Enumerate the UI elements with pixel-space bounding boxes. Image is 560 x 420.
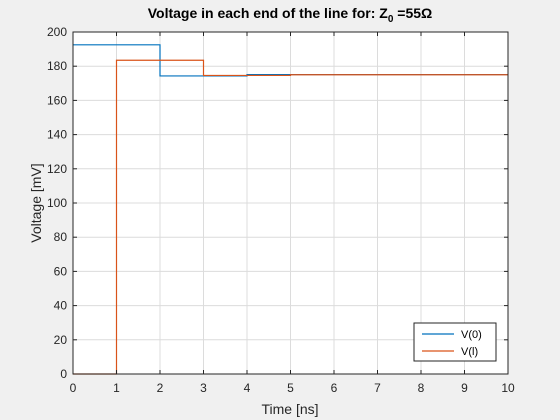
x-tick-label: 1 [113,381,120,395]
x-tick-label: 7 [374,381,381,395]
x-tick-label: 8 [418,381,425,395]
data-series [73,44,508,375]
x-tick-label: 4 [244,381,251,395]
series-line-1 [73,59,508,375]
chart-title-suffix: =55Ω [393,5,432,21]
y-tick-label: 100 [47,196,67,210]
x-tick-label: 6 [331,381,338,395]
legend-box [413,322,497,362]
y-tick-label: 200 [47,25,67,39]
chart-title: Voltage in each end of the line for: Z0 … [148,5,433,25]
x-tick-label: 3 [200,381,207,395]
legend-entry: V(0) [461,329,482,341]
x-tick-label: 2 [157,381,164,395]
y-tick-label: 120 [47,162,67,176]
y-tick-label: 140 [47,128,67,142]
y-tick-label: 40 [54,299,68,313]
legend: V(0) V(l) [413,322,497,362]
legend-entry: V(l) [461,346,478,358]
chart-title-subscript: 0 [388,14,394,25]
y-tick-label: 0 [60,367,67,381]
y-tick-label: 80 [54,230,68,244]
y-tick-label: 160 [47,93,67,107]
y-tick-label: 180 [47,59,67,73]
y-axis-label: Voltage [mV] [28,163,44,242]
chart-title-main: Voltage in each end of the line for: Z [148,5,389,21]
x-tick-label: 5 [287,381,294,395]
x-tick-label: 9 [461,381,468,395]
x-axis-label: Time [ns] [261,401,318,417]
x-tick-label: 0 [70,381,77,395]
x-tick-label: 10 [501,381,515,395]
y-tick-label: 60 [54,264,68,278]
y-tick-label: 20 [54,333,68,347]
